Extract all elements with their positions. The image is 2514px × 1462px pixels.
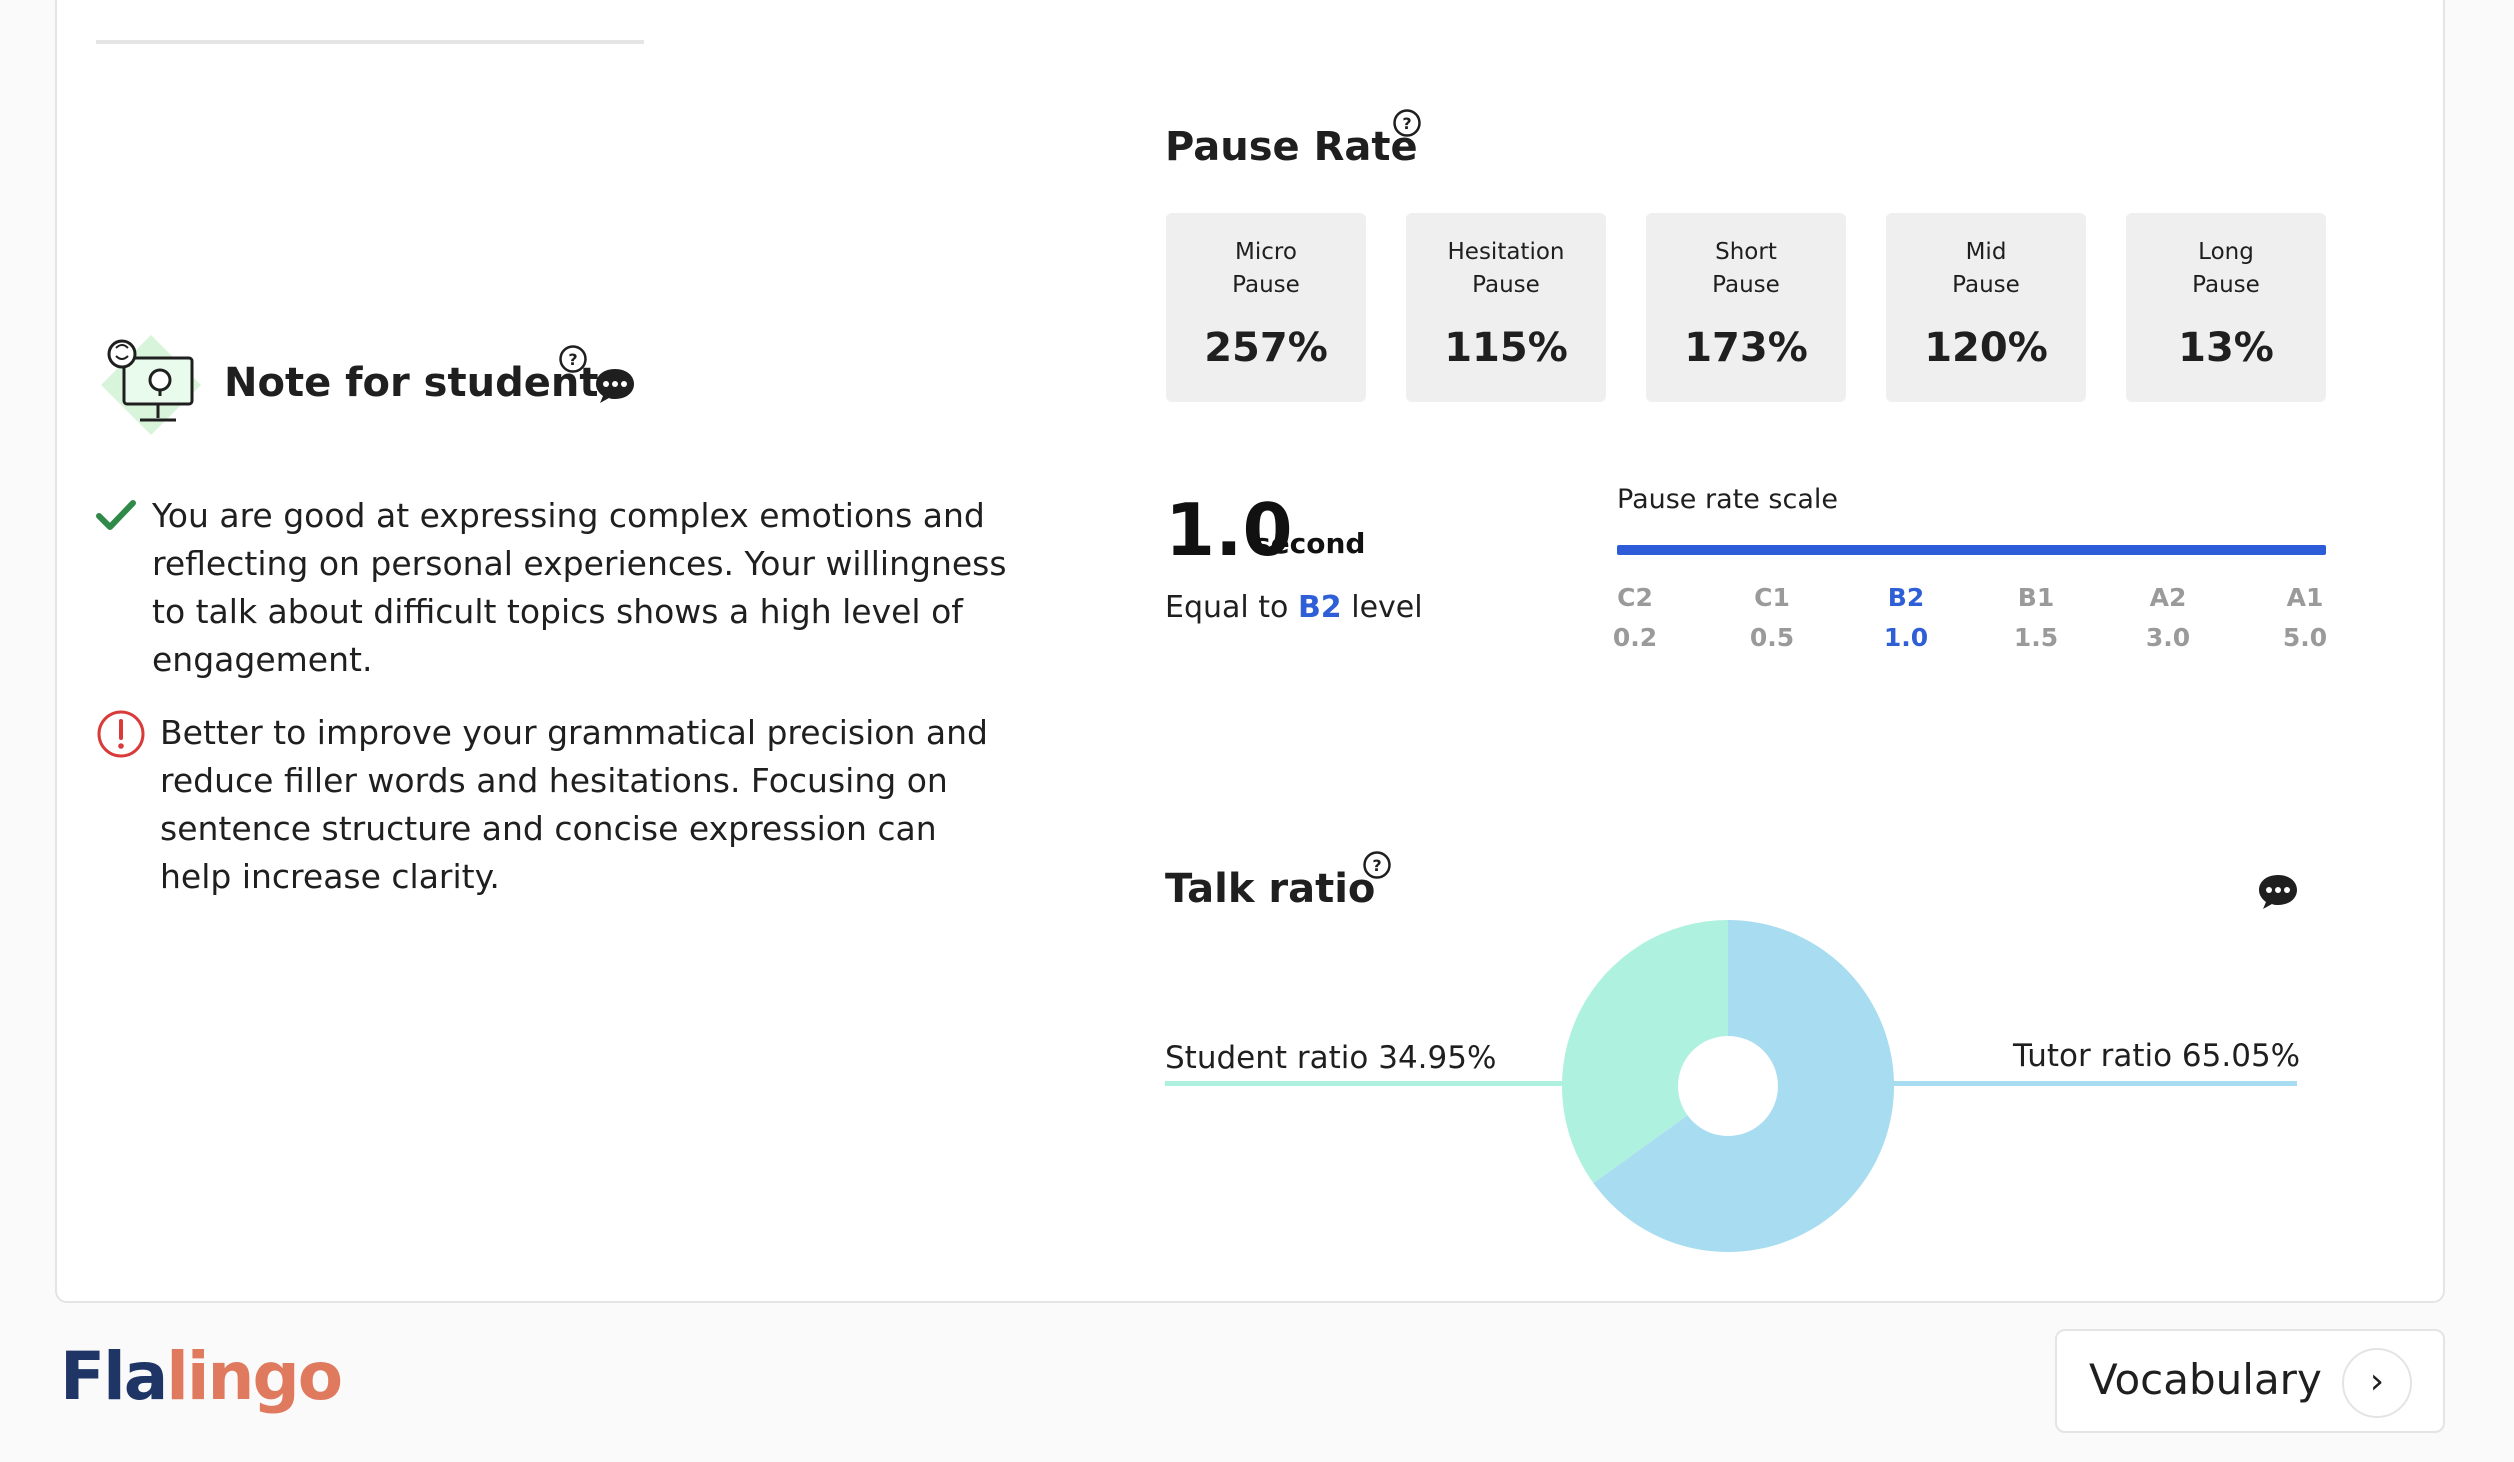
tutor-ratio-label: Tutor ratio 65.05% (2013, 1038, 2301, 1074)
divider (96, 40, 644, 44)
pause-box-value: 257% (1204, 325, 1328, 371)
scale-level: C1 (1754, 583, 1790, 612)
student-ratio-line (1165, 1081, 1565, 1086)
scale-tick-a1: A1 5.0 (2265, 578, 2345, 658)
pause-box-label: Hesitation Pause (1447, 239, 1565, 298)
student-slice (1562, 920, 1728, 1184)
vocabulary-next-button[interactable]: Vocabulary › (2055, 1329, 2445, 1433)
scale-tick-c1: C1 0.5 (1732, 578, 1812, 658)
pause-box-label: Micro Pause (1232, 239, 1300, 298)
scale-level: A1 (2286, 583, 2324, 612)
equal-level-text: Equal to B2 level (1165, 590, 1423, 625)
scale-value: 5.0 (2282, 623, 2328, 652)
student-note-illustration-icon (101, 335, 201, 435)
note-comment-icon[interactable] (593, 366, 637, 406)
svg-text:?: ? (1372, 856, 1381, 875)
student-ratio-label: Student ratio 34.95% (1165, 1040, 1497, 1076)
pause-box-value: 120% (1924, 325, 2048, 371)
vocabulary-button-label: Vocabulary (2089, 1355, 2322, 1404)
talk-ratio-comment-icon[interactable] (2256, 872, 2300, 912)
scale-tick-c2: C2 0.2 (1595, 578, 1675, 658)
pause-box-micro: Micro Pause 257% (1166, 213, 1366, 402)
equal-prefix: Equal to (1165, 590, 1289, 625)
note-item-improvement: Better to improve your grammatical preci… (96, 709, 996, 901)
svg-text:?: ? (568, 350, 577, 369)
note-item-positive: You are good at expressing complex emoti… (96, 492, 1007, 684)
scale-tick-b1: B1 1.5 (1996, 578, 2076, 658)
scale-value: 1.0 (1883, 623, 1929, 652)
pause-box-value: 173% (1684, 325, 1808, 371)
talk-ratio-help-icon[interactable]: ? (1362, 850, 1392, 880)
pause-scale-label: Pause rate scale (1617, 484, 1838, 515)
pause-box-mid: Mid Pause 120% (1886, 213, 2086, 402)
talk-ratio-donut (1562, 920, 1894, 1252)
equal-level: B2 (1297, 590, 1342, 625)
talk-ratio-title: Talk ratio (1165, 866, 1376, 912)
pause-box-label: Long Pause (2192, 239, 2260, 298)
pause-seconds-unit: second (1254, 527, 1366, 560)
tutor-ratio-line (1893, 1081, 2297, 1086)
scale-level: B1 (2017, 583, 2055, 612)
scale-tick-a2: A2 3.0 (2128, 578, 2208, 658)
donut-hole (1678, 1036, 1778, 1136)
pause-rate-help-icon[interactable]: ? (1392, 108, 1422, 138)
scale-value: 0.2 (1612, 623, 1658, 652)
equal-suffix: level (1351, 590, 1423, 625)
scale-level: C2 (1617, 583, 1653, 612)
pause-box-value: 115% (1444, 325, 1568, 371)
note-positive-text: You are good at expressing complex emoti… (152, 496, 1007, 679)
scale-value: 1.5 (2013, 623, 2059, 652)
pause-box-label: Mid Pause (1952, 239, 2020, 298)
flalingo-logo[interactable]: Flalingo (60, 1338, 343, 1415)
scale-level: B2 (1887, 583, 1925, 612)
pause-seconds-value: 1.0 (1165, 488, 1293, 572)
chevron-right-icon: › (2342, 1348, 2412, 1418)
scale-value: 0.5 (1749, 623, 1795, 652)
note-improvement-text: Better to improve your grammatical preci… (160, 713, 988, 896)
alert-icon (97, 710, 145, 758)
pause-rate-title: Pause Rate (1165, 124, 1418, 170)
pause-scale-bar (1617, 545, 2326, 555)
pause-box-short: Short Pause 173% (1646, 213, 1846, 402)
logo-part-1: Fla (60, 1338, 168, 1415)
pause-box-label: Short Pause (1712, 239, 1780, 298)
pause-box-value: 13% (2178, 325, 2274, 371)
scale-tick-b2: B2 1.0 (1866, 578, 1946, 658)
logo-part-2: lingo (166, 1338, 343, 1415)
pause-box-hesitation: Hesitation Pause 115% (1406, 213, 1606, 402)
note-help-icon[interactable]: ? (558, 344, 588, 374)
check-icon (96, 500, 136, 530)
note-title: Note for student (224, 360, 599, 406)
svg-text:?: ? (1402, 114, 1411, 133)
scale-level: A2 (2149, 583, 2187, 612)
scale-value: 3.0 (2145, 623, 2191, 652)
pause-box-long: Long Pause 13% (2126, 213, 2326, 402)
